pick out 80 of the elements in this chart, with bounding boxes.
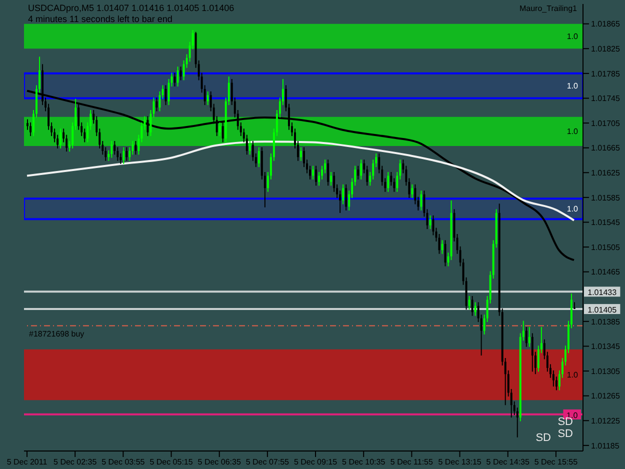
x-tick-label: 5 Dec 07:55 <box>246 458 290 467</box>
candlestick <box>345 184 348 211</box>
candlestick <box>528 326 530 348</box>
y-tick-label: 1.01505 <box>591 242 620 252</box>
candlestick <box>30 122 32 137</box>
y-tick-label: 1.01225 <box>591 416 620 426</box>
y-tick-label: 1.01465 <box>591 268 620 277</box>
candlestick <box>110 140 113 158</box>
candlestick <box>342 184 344 205</box>
band-label: 1.0 <box>566 204 579 214</box>
candlestick <box>330 172 332 186</box>
y-tick-label: 1.01385 <box>591 317 620 326</box>
candlestick <box>387 172 390 192</box>
candlestick <box>134 140 137 156</box>
x-tick-label: 5 Dec 2011 <box>6 458 48 467</box>
y-tick-label: 1.01705 <box>591 118 620 128</box>
candlestick <box>411 184 414 199</box>
candlestick <box>312 165 314 180</box>
ref-line-label: #18721698 buy <box>29 329 84 338</box>
candlestick <box>441 240 444 254</box>
annotation: SD <box>536 432 551 444</box>
band-label: 1.0 <box>566 127 579 136</box>
candlestick <box>471 296 474 316</box>
candlestick <box>360 159 362 180</box>
candlestick <box>315 165 318 186</box>
candlestick <box>468 296 470 310</box>
candlestick <box>156 97 158 112</box>
band-label: 1.0 <box>566 370 579 380</box>
y-tick-label: 1.01185 <box>591 441 620 450</box>
candlestick <box>474 302 476 316</box>
candlestick <box>525 326 528 348</box>
candlestick <box>222 122 224 143</box>
ref-line-label: 1.01433 <box>588 288 618 298</box>
candlestick <box>122 146 125 164</box>
annotation: Mauro_Trailing1 <box>519 4 577 13</box>
y-tick-label: 1.01585 <box>591 193 620 202</box>
x-tick-label: 5 Dec 10:35 <box>342 458 386 467</box>
y-tick-label: 1.01545 <box>591 218 620 228</box>
candlestick <box>60 128 62 149</box>
candlestick <box>327 159 330 186</box>
candlestick <box>126 146 128 162</box>
annotation: SD <box>558 428 573 440</box>
band-label: 1.0 <box>566 82 579 91</box>
x-tick-label: 5 Dec 11:55 <box>390 458 434 467</box>
candlestick <box>164 84 167 106</box>
candlestick <box>429 214 432 230</box>
candlestick <box>218 122 221 137</box>
x-tick-label: 5 Dec 02:35 <box>54 458 98 467</box>
candlestick <box>176 66 179 87</box>
y-tick-label: 1.01825 <box>591 44 620 54</box>
band-label: 1.0 <box>566 32 579 42</box>
candlestick <box>180 66 182 81</box>
y-tick-label: 1.01265 <box>591 392 620 401</box>
candlestick <box>444 240 446 267</box>
x-tick-label: 5 Dec 05:15 <box>150 458 194 467</box>
candlestick <box>248 140 251 156</box>
candlestick <box>146 116 149 137</box>
candlestick <box>206 90 209 106</box>
y-tick-label: 1.01745 <box>591 94 620 104</box>
x-tick-label: 5 Dec 13:15 <box>438 458 482 467</box>
candlestick <box>258 146 260 168</box>
y-tick-label: 1.01865 <box>591 20 620 29</box>
x-tick-label: 5 Dec 03:55 <box>102 458 146 467</box>
y-tick-label: 1.01305 <box>591 366 620 376</box>
x-tick-label: 5 Dec 15:55 <box>534 458 578 467</box>
y-tick-label: 1.01345 <box>591 342 620 352</box>
y-tick-label: 1.01665 <box>591 144 620 153</box>
candlestick <box>420 190 422 211</box>
y-tick-label: 1.01785 <box>591 69 620 78</box>
candlestick <box>531 332 534 372</box>
candlestick <box>174 72 176 87</box>
x-tick-label: 5 Dec 06:35 <box>198 458 242 467</box>
text: 4 minutes 11 seconds left to bar end <box>28 14 174 25</box>
x-tick-label: 5 Dec 09:15 <box>294 458 338 467</box>
ref-line-label: 1.01405 <box>588 306 618 315</box>
chart-title: USDCADpro,M5 1.01407 1.01416 1.01405 1.01406 <box>28 3 234 14</box>
candlestick <box>300 146 302 162</box>
candlestick <box>357 165 360 180</box>
y-tick-label: 1.01625 <box>591 168 620 178</box>
x-tick-label: 5 Dec 14:35 <box>486 458 530 467</box>
